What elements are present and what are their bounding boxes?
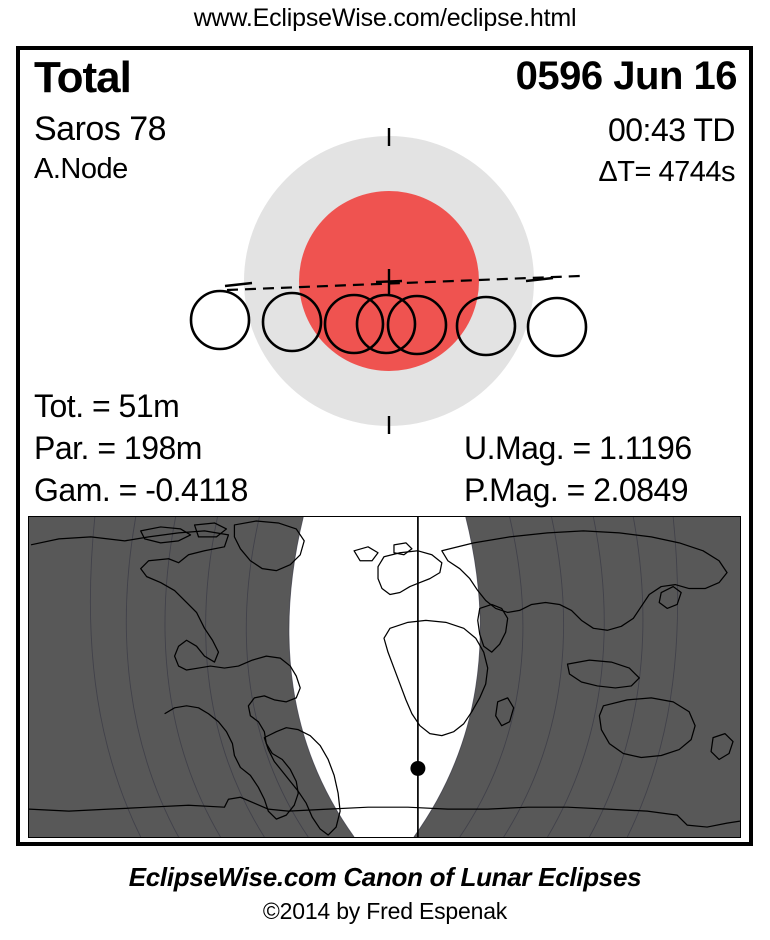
coast-madagascar (495, 697, 515, 727)
moon-circle-u2 (323, 293, 385, 355)
moon-circle-p1 (189, 289, 251, 351)
saros-series-label: Saros 78 (34, 110, 167, 148)
source-url: www.EclipseWise.com/eclipse.html (193, 4, 577, 32)
eclipse-card-frame: Total 0596 Jun 16 Saros 78 A.Node 00:43 … (16, 46, 753, 846)
coast-asia (441, 530, 728, 631)
visibility-world-map (28, 516, 741, 838)
coast-south-america (263, 727, 341, 836)
greatest-eclipse-marker (410, 760, 426, 776)
shadow-center-crosshair (375, 269, 403, 295)
shadow-geometry-diagram (189, 128, 588, 434)
moon-circle-u4 (455, 295, 517, 357)
moon-circle-u1 (261, 291, 323, 353)
penumbra-tick-right (525, 276, 554, 283)
world-map-svg (29, 517, 740, 837)
coast-indonesia (566, 659, 640, 689)
coast-iceland-britain (353, 542, 413, 562)
eclipse-date-title: 0596 Jun 16 (515, 54, 738, 98)
coast-europe (377, 550, 443, 596)
node-label: A.Node (34, 153, 128, 185)
coast-africa (383, 619, 489, 737)
moon-path-circles (189, 289, 588, 358)
penumbral-magnitude-stat: P.Mag. = 2.0849 (464, 472, 689, 508)
moon-circle-p4 (526, 296, 588, 358)
coast-india-arabia (477, 603, 509, 653)
eclipse-not-visible-region (29, 517, 740, 837)
coast-australia (598, 697, 696, 759)
moon-circle-u3 (386, 294, 448, 356)
moon-circle-greatest (355, 293, 417, 355)
shadow-axis-dashed-line (226, 274, 581, 292)
coast-north-america (30, 530, 301, 820)
caption-copyright: ©2014 by Fred Espenak (262, 898, 508, 924)
coast-japan (658, 585, 682, 610)
coast-greenland (233, 520, 305, 572)
coast-arctic-islands (140, 522, 228, 544)
greatest-eclipse-time: 00:43 TD (607, 112, 736, 148)
coast-antarctica (29, 796, 740, 828)
penumbra-tick-left (224, 281, 253, 288)
caption-title: EclipseWise.com Canon of Lunar Eclipses (128, 862, 642, 892)
coastline-outlines (29, 520, 740, 836)
delta-t-value: ΔT= 4744s (598, 156, 735, 188)
coast-new-zealand (710, 733, 734, 761)
eclipse-type-title: Total (34, 53, 132, 102)
band-boundary-curves (89, 517, 679, 837)
totality-duration-stat: Tot. = 51m (34, 388, 180, 424)
umbral-magnitude-stat: U.Mag. = 1.1196 (464, 430, 692, 466)
partial-duration-stat: Par. = 198m (34, 430, 202, 466)
gamma-stat: Gam. = -0.4118 (34, 472, 248, 508)
